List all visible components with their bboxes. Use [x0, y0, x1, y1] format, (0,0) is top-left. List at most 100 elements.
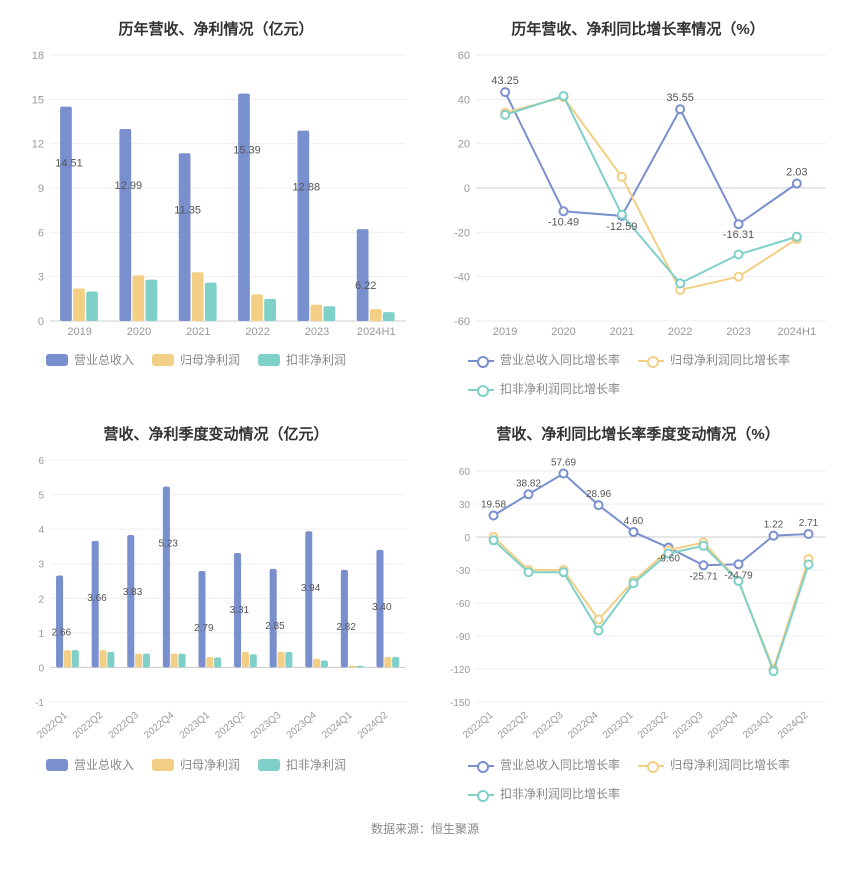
svg-text:2023Q4: 2023Q4 [285, 710, 320, 742]
svg-text:-30: -30 [456, 566, 471, 577]
legend-item: 归母净利润同比增长率 [638, 756, 790, 773]
svg-text:14.51: 14.51 [55, 158, 83, 170]
svg-text:20: 20 [458, 139, 470, 151]
svg-text:35.55: 35.55 [666, 92, 694, 104]
svg-text:-10.49: -10.49 [548, 216, 579, 228]
svg-text:57.69: 57.69 [551, 458, 576, 469]
panel-annual-revenue: 历年营收、净利情况（亿元） 036912151814.5112.9911.351… [10, 10, 422, 405]
svg-text:2023Q2: 2023Q2 [636, 710, 671, 742]
svg-text:1: 1 [38, 629, 44, 640]
svg-text:0: 0 [38, 663, 44, 674]
legend-item: 营业总收入同比增长率 [468, 351, 620, 368]
svg-text:38.82: 38.82 [516, 478, 541, 489]
svg-text:-40: -40 [454, 272, 470, 284]
svg-text:0: 0 [38, 316, 44, 328]
svg-text:2019: 2019 [67, 326, 91, 338]
svg-text:3.94: 3.94 [301, 583, 321, 594]
svg-text:-60: -60 [456, 599, 471, 610]
svg-text:-150: -150 [450, 698, 470, 709]
svg-text:19.58: 19.58 [481, 499, 506, 510]
svg-text:3.83: 3.83 [123, 587, 143, 598]
chart4-area: -150-120-90-60-300306019.5838.8257.6928.… [438, 450, 838, 750]
chart4-legend: 营业总收入同比增长率 归母净利润同比增长率扣非净利润同比增长率 [438, 750, 838, 806]
svg-text:28.96: 28.96 [586, 489, 611, 500]
legend-item: 归母净利润 [152, 351, 240, 368]
chart1-area: 036912151814.5112.9911.3515.3912.886.222… [16, 45, 416, 345]
legend-swatch [468, 788, 494, 800]
chart1-title: 历年营收、净利情况（亿元） [16, 18, 416, 39]
svg-text:2020: 2020 [551, 326, 575, 338]
svg-text:2024H1: 2024H1 [778, 326, 817, 338]
legend-swatch [152, 759, 174, 771]
svg-text:4.60: 4.60 [624, 516, 644, 527]
legend-swatch [46, 759, 68, 771]
svg-text:2021: 2021 [186, 326, 210, 338]
svg-text:2022Q2: 2022Q2 [496, 710, 531, 742]
legend-swatch [46, 354, 68, 366]
legend-item: 扣非净利润 [258, 756, 346, 773]
svg-text:1.22: 1.22 [764, 520, 784, 531]
chart4-title: 营收、净利同比增长率季度变动情况（%） [438, 423, 838, 444]
svg-text:3: 3 [38, 272, 44, 284]
svg-text:-25.71: -25.71 [689, 571, 718, 582]
svg-text:2024Q2: 2024Q2 [776, 710, 811, 742]
svg-text:2024Q1: 2024Q1 [320, 710, 355, 742]
svg-text:9: 9 [38, 183, 44, 195]
legend-swatch [152, 354, 174, 366]
svg-text:60: 60 [458, 50, 470, 62]
svg-text:2.71: 2.71 [799, 518, 819, 529]
svg-text:2022Q4: 2022Q4 [566, 710, 601, 742]
svg-text:5.23: 5.23 [158, 539, 178, 550]
chart2-area: -60-40-20020406043.25-10.49-12.5935.55-1… [438, 45, 838, 345]
legend-swatch [468, 383, 494, 395]
svg-text:15.39: 15.39 [233, 145, 261, 157]
legend-item: 归母净利润同比增长率 [638, 351, 790, 368]
panel-quarterly-growth: 营收、净利同比增长率季度变动情况（%） -150-120-90-60-30030… [432, 415, 844, 810]
legend-item: 扣非净利润同比增长率 [468, 785, 620, 802]
legend-label: 扣非净利润同比增长率 [500, 380, 620, 397]
legend-label: 归母净利润 [180, 756, 240, 773]
svg-text:-9.60: -9.60 [657, 554, 680, 565]
svg-text:3.31: 3.31 [230, 605, 250, 616]
svg-text:30: 30 [459, 500, 471, 511]
chart1-legend: 营业总收入归母净利润扣非净利润 [16, 345, 416, 372]
svg-text:-1: -1 [35, 698, 44, 709]
svg-text:2022Q3: 2022Q3 [531, 710, 566, 742]
chart3-legend: 营业总收入 归母净利润 扣非净利润 [16, 750, 416, 777]
svg-text:2022Q1: 2022Q1 [461, 710, 496, 742]
svg-text:3: 3 [38, 560, 44, 571]
svg-text:2022: 2022 [245, 326, 269, 338]
svg-text:2022Q3: 2022Q3 [107, 710, 142, 742]
legend-label: 营业总收入 [74, 351, 134, 368]
legend-item: 扣非净利润同比增长率 [468, 380, 620, 397]
legend-swatch [468, 759, 494, 771]
svg-text:2024H1: 2024H1 [357, 326, 396, 338]
svg-text:2023Q4: 2023Q4 [706, 710, 741, 742]
legend-label: 归母净利润同比增长率 [670, 756, 790, 773]
svg-text:2020: 2020 [127, 326, 151, 338]
svg-text:2: 2 [38, 594, 44, 605]
svg-text:2.79: 2.79 [194, 623, 214, 634]
legend-label: 营业总收入 [74, 756, 134, 773]
svg-text:2.03: 2.03 [786, 167, 807, 179]
legend-label: 营业总收入同比增长率 [500, 351, 620, 368]
svg-text:2023Q3: 2023Q3 [671, 710, 706, 742]
svg-text:11.35: 11.35 [174, 204, 201, 216]
svg-text:2022: 2022 [668, 326, 692, 338]
chart2-legend: 营业总收入同比增长率 归母净利润同比增长率扣非净利润同比增长率 [438, 345, 838, 401]
svg-text:43.25: 43.25 [491, 75, 519, 87]
legend-item: 营业总收入 [46, 756, 134, 773]
legend-label: 扣非净利润 [286, 756, 346, 773]
svg-text:60: 60 [459, 467, 471, 478]
svg-text:0: 0 [464, 183, 470, 195]
chart3-area: -101234562.663.663.835.232.793.312.853.9… [16, 450, 416, 750]
chart3-title: 营收、净利季度变动情况（亿元） [16, 423, 416, 444]
legend-item: 营业总收入同比增长率 [468, 756, 620, 773]
svg-text:2022Q2: 2022Q2 [71, 710, 106, 742]
svg-text:12.88: 12.88 [293, 182, 321, 194]
svg-text:2023Q2: 2023Q2 [213, 710, 248, 742]
svg-text:3.66: 3.66 [87, 593, 107, 604]
svg-text:2021: 2021 [610, 326, 634, 338]
legend-item: 归母净利润 [152, 756, 240, 773]
svg-text:-16.31: -16.31 [723, 229, 754, 241]
